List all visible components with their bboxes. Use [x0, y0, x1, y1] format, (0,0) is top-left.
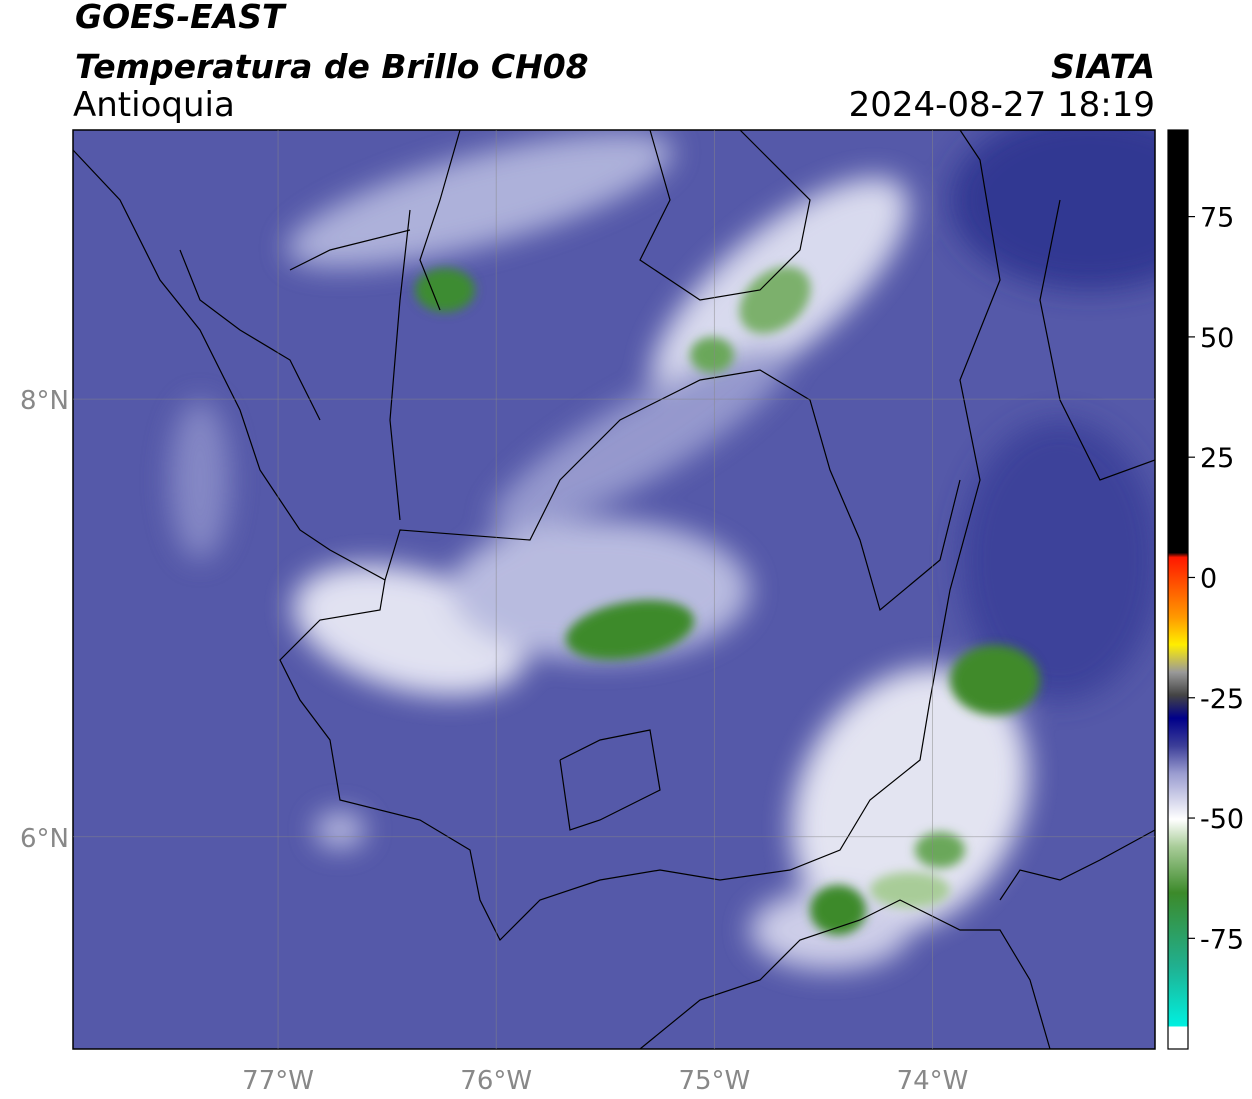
lon-label: 74°W — [897, 1066, 969, 1096]
source: SIATA — [1051, 47, 1155, 86]
lat-label: 8°N — [20, 386, 69, 416]
colorbar-label: -25 — [1200, 684, 1244, 715]
title: GOES-EAST — [75, 0, 287, 36]
colorbar-label: 25 — [1200, 443, 1234, 474]
colorbar — [1167, 129, 1189, 1050]
map-frame — [72, 129, 1156, 1050]
region: Antioquia — [73, 85, 235, 125]
colorbar-label: 0 — [1200, 563, 1217, 594]
lon-label: 77°W — [242, 1066, 314, 1096]
lat-label: 6°N — [20, 824, 69, 854]
colorbar-label: 50 — [1200, 323, 1234, 354]
lon-label: 76°W — [460, 1066, 532, 1096]
lon-label: 75°W — [678, 1066, 750, 1096]
colorbar-label: 75 — [1200, 203, 1234, 234]
subtitle: Temperatura de Brillo CH08 — [75, 47, 589, 86]
borders — [73, 130, 1155, 1049]
colorbar-label: -50 — [1200, 804, 1244, 835]
satellite-image — [73, 130, 1155, 1049]
datetime: 2024-08-27 18:19 — [849, 85, 1155, 125]
colorbar-label: -75 — [1200, 924, 1244, 955]
